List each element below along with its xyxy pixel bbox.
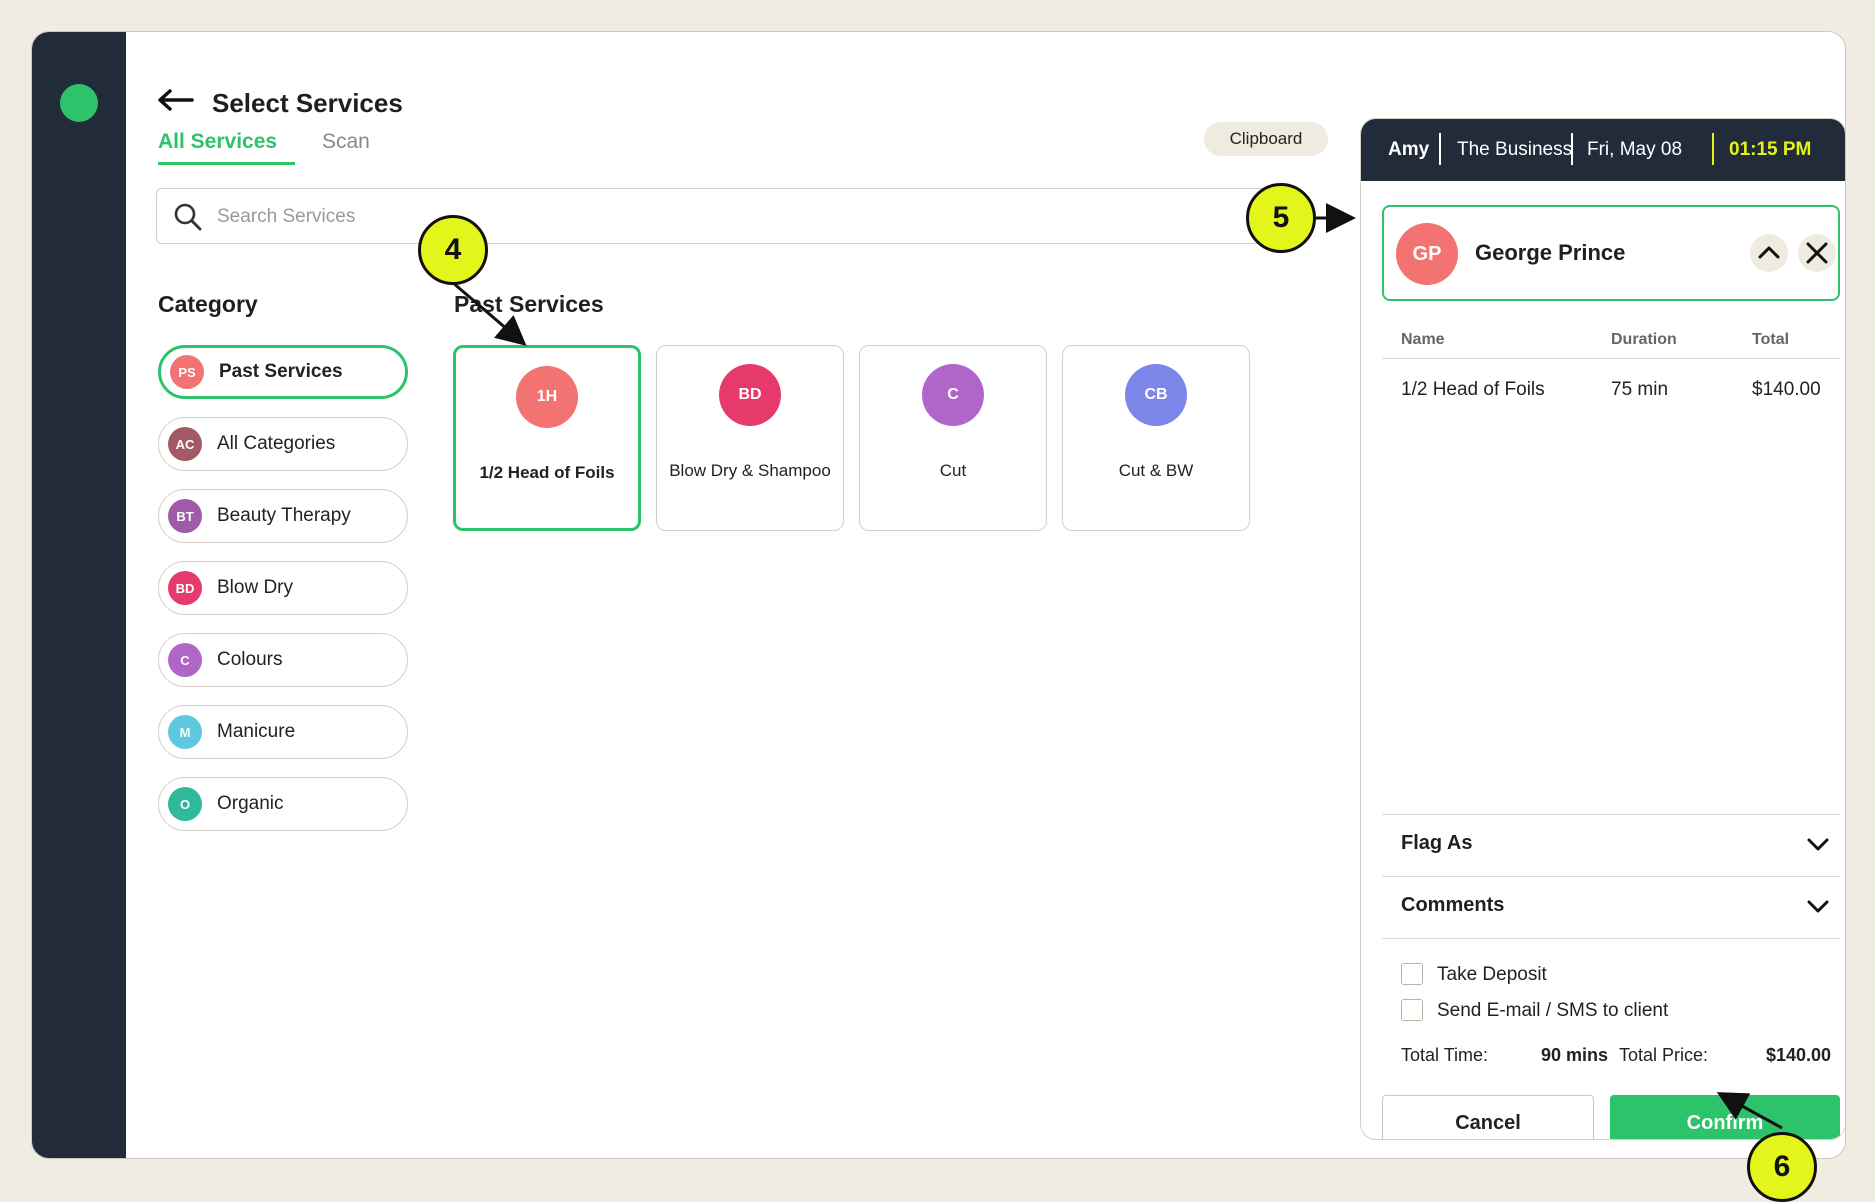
service-label: Cut bbox=[939, 461, 967, 480]
client-name: George Prince bbox=[1475, 240, 1626, 265]
chevron-down-icon bbox=[1807, 900, 1829, 913]
category-item-all-categories[interactable]: AC All Categories bbox=[158, 417, 408, 471]
service-label: 1/2 Head of Foils bbox=[479, 463, 615, 482]
annotation-callout-5: 5 bbox=[1246, 183, 1316, 253]
comments-label: Comments bbox=[1401, 894, 1505, 916]
business-name[interactable]: The Business bbox=[1457, 139, 1573, 160]
close-icon bbox=[1806, 242, 1828, 264]
category-item-beauty-therapy[interactable]: BT Beauty Therapy bbox=[158, 489, 408, 543]
annotation-callout-6: 6 bbox=[1747, 1132, 1817, 1202]
take-deposit-label: Take Deposit bbox=[1437, 964, 1547, 985]
booking-time[interactable]: 01:15 PM bbox=[1729, 139, 1812, 160]
category-item-blow-dry[interactable]: BD Blow Dry bbox=[158, 561, 408, 615]
category-label: Past Services bbox=[219, 361, 343, 382]
category-badge: AC bbox=[168, 427, 202, 461]
category-item-past-services[interactable]: PS Past Services bbox=[158, 345, 408, 399]
search-box bbox=[156, 188, 1296, 244]
service-card-blow-dry-shampoo[interactable]: BD Blow Dry & Shampoo bbox=[656, 345, 844, 531]
tab-scan[interactable]: Scan bbox=[322, 130, 370, 153]
flag-as-label: Flag As bbox=[1401, 832, 1473, 854]
category-heading: Category bbox=[158, 291, 258, 317]
table-divider bbox=[1382, 358, 1840, 359]
category-badge: O bbox=[168, 787, 202, 821]
header-divider bbox=[1712, 133, 1714, 165]
flag-as-accordion[interactable]: Flag As bbox=[1382, 814, 1840, 877]
category-badge: BD bbox=[168, 571, 202, 605]
category-item-colours[interactable]: C Colours bbox=[158, 633, 408, 687]
booking-panel: Amy The Business Fri, May 08 01:15 PM GP… bbox=[1360, 118, 1845, 1140]
category-label: All Categories bbox=[217, 433, 336, 454]
app-logo-dot[interactable] bbox=[60, 84, 98, 122]
category-label: Colours bbox=[217, 649, 283, 670]
total-time-label: Total Time: bbox=[1401, 1045, 1489, 1065]
service-label: Blow Dry & Shampoo bbox=[669, 461, 831, 480]
header-divider bbox=[1571, 133, 1573, 165]
total-price-value: $140.00 bbox=[1766, 1045, 1832, 1065]
accordion-divider bbox=[1382, 938, 1840, 939]
remove-client-button[interactable] bbox=[1798, 234, 1836, 272]
row-duration: 75 min bbox=[1611, 379, 1669, 400]
collapse-button[interactable] bbox=[1750, 234, 1788, 272]
header-divider bbox=[1439, 133, 1441, 165]
column-header-name: Name bbox=[1401, 331, 1445, 348]
category-badge: M bbox=[168, 715, 202, 749]
services-heading: Past Services bbox=[454, 291, 604, 317]
app-window: Select Services All Services Scan Clipbo… bbox=[31, 31, 1846, 1159]
send-notification-checkbox[interactable] bbox=[1401, 999, 1423, 1021]
chevron-down-icon bbox=[1807, 838, 1829, 851]
category-label: Beauty Therapy bbox=[217, 505, 351, 526]
service-label: Cut & BW bbox=[1118, 461, 1194, 480]
search-icon bbox=[174, 203, 202, 231]
tab-all-services[interactable]: All Services bbox=[158, 130, 296, 165]
row-service-name: 1/2 Head of Foils bbox=[1401, 379, 1545, 400]
take-deposit-checkbox[interactable] bbox=[1401, 963, 1423, 985]
total-time-value: 90 mins bbox=[1541, 1045, 1609, 1065]
annotation-callout-4: 4 bbox=[418, 215, 488, 285]
row-total: $140.00 bbox=[1752, 379, 1821, 400]
service-badge: C bbox=[922, 364, 984, 426]
chevron-up-icon bbox=[1758, 246, 1780, 259]
category-badge: BT bbox=[168, 499, 202, 533]
category-item-organic[interactable]: O Organic bbox=[158, 777, 408, 831]
column-header-duration: Duration bbox=[1611, 331, 1677, 348]
panel-header: Amy The Business Fri, May 08 01:15 PM bbox=[1361, 119, 1845, 181]
category-item-manicure[interactable]: M Manicure bbox=[158, 705, 408, 759]
category-label: Organic bbox=[217, 793, 284, 814]
send-notification-label: Send E-mail / SMS to client bbox=[1437, 1000, 1669, 1021]
service-badge: BD bbox=[719, 364, 781, 426]
page-title: Select Services bbox=[212, 88, 403, 118]
category-label: Blow Dry bbox=[217, 577, 294, 598]
service-card-cut-bw[interactable]: CB Cut & BW bbox=[1062, 345, 1250, 531]
client-avatar: GP bbox=[1396, 223, 1458, 285]
client-card[interactable]: GP George Prince bbox=[1382, 205, 1840, 301]
service-card-half-head-foils[interactable]: 1H 1/2 Head of Foils bbox=[453, 345, 641, 531]
staff-name[interactable]: Amy bbox=[1388, 139, 1430, 160]
confirm-button[interactable]: Confirm bbox=[1610, 1095, 1840, 1139]
service-badge: 1H bbox=[516, 366, 578, 428]
service-card-cut[interactable]: C Cut bbox=[859, 345, 1047, 531]
column-header-total: Total bbox=[1752, 331, 1790, 348]
back-arrow-icon[interactable] bbox=[156, 84, 194, 116]
clipboard-button[interactable]: Clipboard bbox=[1204, 122, 1328, 156]
total-price-label: Total Price: bbox=[1619, 1045, 1709, 1065]
sidebar-rail bbox=[32, 32, 126, 1158]
category-label: Manicure bbox=[217, 721, 296, 742]
service-badge: CB bbox=[1125, 364, 1187, 426]
comments-accordion[interactable]: Comments bbox=[1382, 876, 1840, 939]
booking-date[interactable]: Fri, May 08 bbox=[1587, 139, 1683, 160]
category-badge: C bbox=[168, 643, 202, 677]
cancel-button[interactable]: Cancel bbox=[1382, 1095, 1594, 1139]
search-input[interactable] bbox=[215, 199, 1119, 235]
category-badge: PS bbox=[170, 355, 204, 389]
